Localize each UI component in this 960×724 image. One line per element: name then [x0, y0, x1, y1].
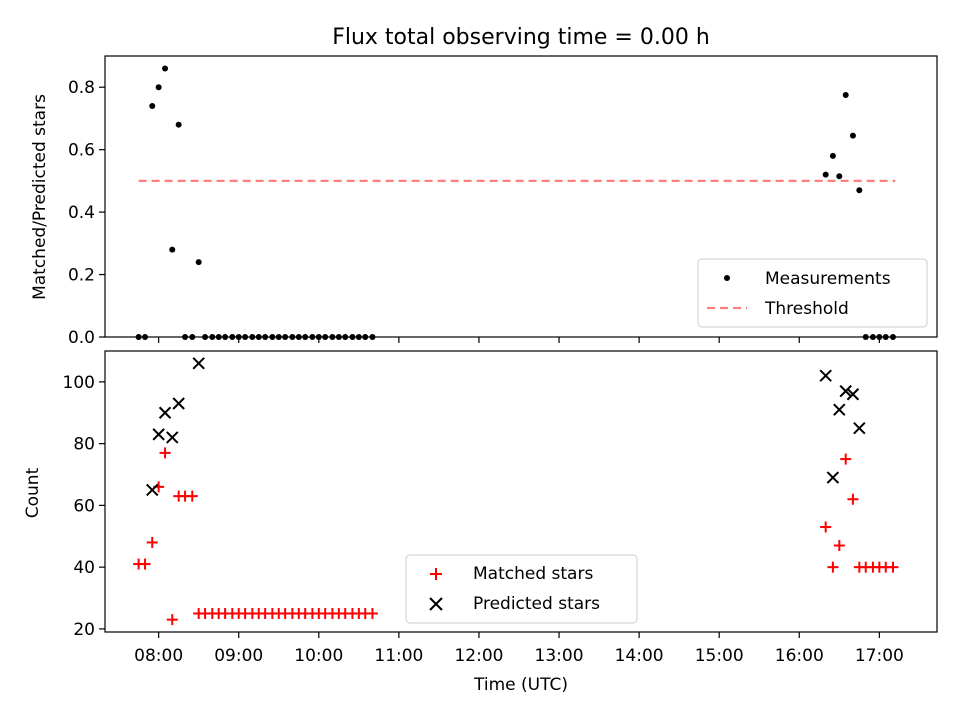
x-tick-label: 08:00: [134, 646, 183, 666]
predicted-stars-points: [146, 357, 866, 497]
matched-star-point: [166, 614, 178, 626]
top-y-tick-label: 0.6: [68, 141, 95, 161]
predicted-star-point: [192, 357, 205, 370]
measurement-point: [162, 65, 169, 72]
legend-predicted-label: Predicted stars: [473, 594, 600, 614]
top-y-tick-label: 0.8: [68, 78, 95, 98]
bottom-y-tick-label: 100: [63, 373, 95, 393]
measurement-point: [175, 121, 182, 128]
measurement-point: [195, 259, 202, 266]
matched-stars-points: [133, 447, 899, 626]
legend-measurements-label: Measurements: [765, 269, 891, 289]
predicted-star-point: [833, 403, 846, 416]
top-y-ticks: 0.0 0.2 0.4 0.6 0.8: [68, 78, 105, 348]
x-tick-label: 11:00: [374, 646, 423, 666]
matched-star-point: [146, 536, 158, 548]
predicted-star-point: [826, 471, 840, 484]
top-legend-box: [697, 258, 928, 328]
bottom-y-tick-label: 40: [73, 558, 95, 578]
matched-star-point: [887, 561, 899, 573]
bottom-x-ticks: 08:00 09:00 10:00 11:00 12:00 13:00 14:00 15:00…: [134, 632, 904, 666]
x-tick-label: 16:00: [775, 646, 824, 666]
matched-star-point: [139, 558, 151, 570]
predicted-star-point: [846, 388, 860, 401]
x-tick-label: 15:00: [695, 646, 744, 666]
bottom-panel: 20 40 60 80 100 08:00 09:00 10:00 11:00 12:00 13:…: [23, 350, 938, 695]
bottom-y-ticks: 20 40 60 80 100: [63, 373, 105, 640]
legend-matched-marker: [430, 568, 442, 580]
predicted-star-point: [853, 421, 866, 435]
bottom-legend: Matched stars Predicted stars: [405, 554, 638, 624]
legend-measurements-marker: [724, 275, 730, 281]
top-y-tick-label: 0.0: [68, 328, 95, 348]
top-y-tick-label: 0.4: [68, 203, 95, 223]
matched-star-point: [366, 607, 378, 619]
bottom-panel-frame: [104, 350, 938, 633]
bottom-y-axis-label: Count: [23, 467, 43, 518]
top-y-axis-label: Matched/Predicted stars: [30, 94, 50, 300]
measurement-points: [135, 65, 896, 340]
x-tick-label: 17:00: [855, 646, 904, 666]
bottom-legend-box: [405, 554, 638, 624]
predicted-star-point: [166, 431, 179, 444]
matched-star-point: [827, 561, 839, 573]
top-panel: 0.00.20.40.60.8 Matched/Predicted stars …: [30, 55, 938, 348]
measurement-point: [149, 102, 156, 109]
predicted-star-point: [158, 406, 172, 419]
legend-predicted-marker: [429, 597, 443, 611]
predicted-star-point: [146, 483, 159, 497]
bottom-y-tick-label: 60: [73, 496, 95, 516]
measurement-point: [856, 187, 863, 194]
predicted-star-point: [839, 384, 852, 398]
measurement-point: [836, 173, 843, 180]
bottom-y-tick-label: 80: [73, 435, 95, 455]
predicted-star-point: [172, 397, 185, 410]
matched-star-point: [159, 447, 171, 459]
predicted-star-point: [819, 369, 832, 382]
top-x-ticks: [158, 337, 880, 343]
x-tick-label: 13:00: [535, 646, 584, 666]
chart-title: Flux total observing time = 0.00 h: [332, 25, 710, 50]
legend-matched-label: Matched stars: [473, 564, 593, 584]
matched-star-point: [186, 490, 198, 502]
measurement-point: [829, 152, 836, 159]
measurement-point: [842, 92, 849, 99]
top-y-tick-label: 0.2: [68, 266, 95, 286]
x-axis-label: Time (UTC): [473, 675, 568, 695]
legend-threshold-label: Threshold: [764, 299, 849, 319]
measurement-point: [155, 84, 162, 91]
matched-star-point: [840, 453, 852, 465]
bottom-y-tick-label: 20: [73, 620, 95, 640]
matched-star-point: [820, 521, 832, 533]
x-tick-label: 09:00: [214, 646, 263, 666]
matched-star-point: [847, 493, 859, 505]
top-legend: Measurements Threshold: [697, 258, 928, 328]
top-panel-frame: [104, 55, 938, 338]
matched-star-point: [833, 540, 845, 552]
measurement-point: [849, 132, 856, 139]
measurement-point: [822, 171, 829, 178]
x-tick-label: 14:00: [615, 646, 664, 666]
measurement-point: [169, 246, 176, 253]
x-tick-label: 12:00: [454, 646, 503, 666]
x-tick-label: 10:00: [294, 646, 343, 666]
predicted-star-point: [152, 428, 165, 441]
